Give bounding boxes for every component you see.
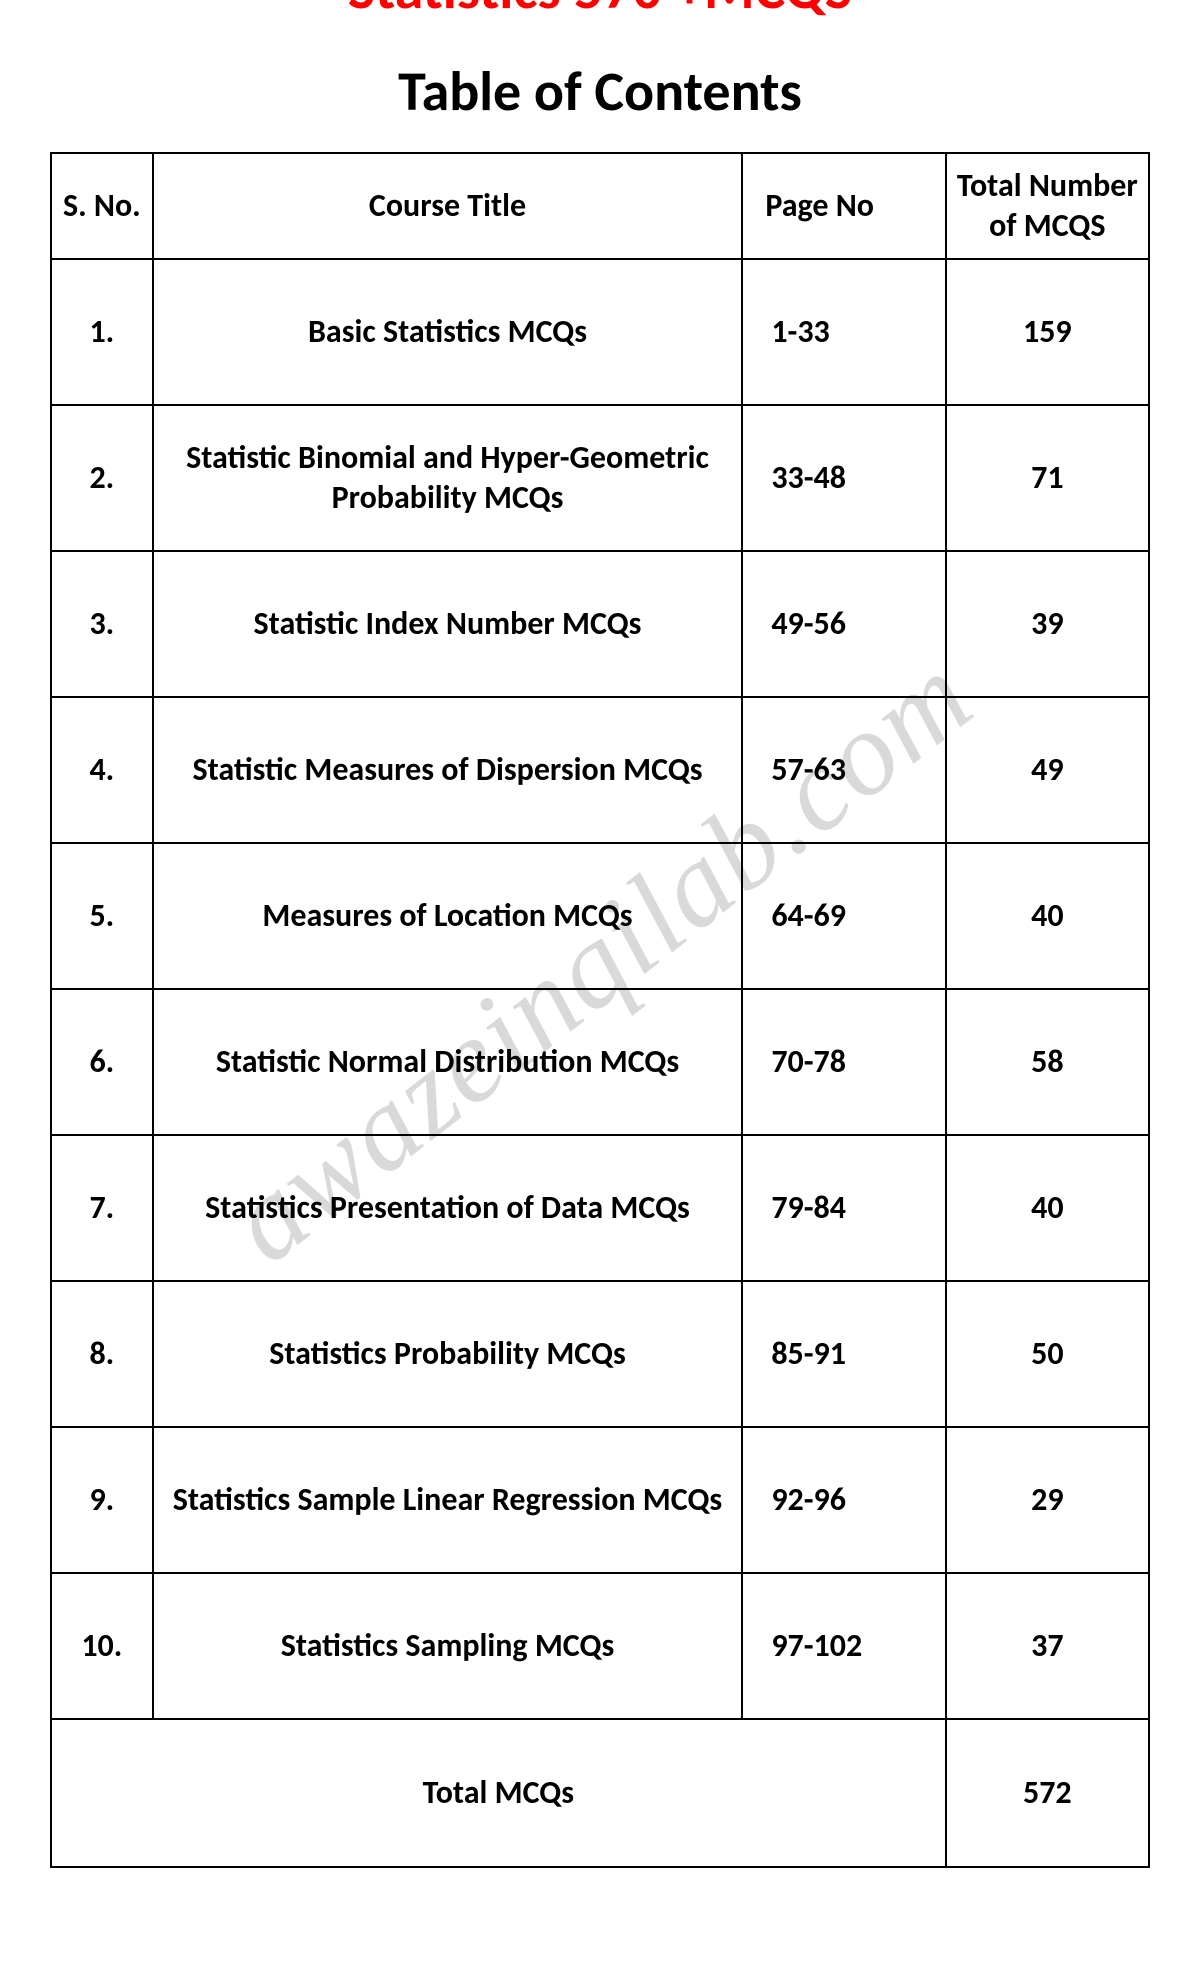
cell-title: Statistic Index Number MCQs [153,551,743,697]
cell-title: Statistic Normal Distribution MCQs [153,989,743,1135]
cell-sno: 8. [51,1281,153,1427]
cell-title: Statistics Sample Linear Regression MCQs [153,1427,743,1573]
table-row: 6. Statistic Normal Distribution MCQs 70… [51,989,1149,1135]
cell-sno: 9. [51,1427,153,1573]
table-row: 5. Measures of Location MCQs 64-69 40 [51,843,1149,989]
cell-sno: 6. [51,989,153,1135]
cell-title: Statistic Measures of Dispersion MCQs [153,697,743,843]
partial-header-text: Statistics 570 +MCQS [50,0,1150,18]
cell-mcqs: 39 [946,551,1149,697]
cell-sno: 10. [51,1573,153,1719]
cell-sno: 1. [51,259,153,405]
cell-mcqs: 159 [946,259,1149,405]
cell-sno: 2. [51,405,153,551]
cell-mcqs: 50 [946,1281,1149,1427]
cell-mcqs: 40 [946,1135,1149,1281]
total-label: Total MCQs [51,1719,946,1867]
cell-mcqs: 71 [946,405,1149,551]
table-row: 9. Statistics Sample Linear Regression M… [51,1427,1149,1573]
col-header-sno: S. No. [51,153,153,259]
col-header-title: Course Title [153,153,743,259]
table-row: 8. Statistics Probability MCQs 85-91 50 [51,1281,1149,1427]
cell-page: 70-78 [742,989,945,1135]
partial-header: Statistics 570 +MCQS [50,0,1150,30]
total-value: 572 [946,1719,1149,1867]
cell-sno: 4. [51,697,153,843]
contents-table: S. No. Course Title Page No Total Number… [50,152,1150,1868]
cell-title: Measures of Location MCQs [153,843,743,989]
cell-title: Statistic Binomial and Hyper-Geometric P… [153,405,743,551]
cell-page: 92-96 [742,1427,945,1573]
table-row: 10. Statistics Sampling MCQs 97-102 37 [51,1573,1149,1719]
cell-page: 64-69 [742,843,945,989]
cell-sno: 3. [51,551,153,697]
document-page: awazeinqilab.com Statistics 570 +MCQS Ta… [0,0,1200,1928]
table-row: 4. Statistic Measures of Dispersion MCQs… [51,697,1149,843]
cell-mcqs: 49 [946,697,1149,843]
page-title: Table of Contents [50,58,1150,126]
cell-page: 1-33 [742,259,945,405]
cell-sno: 5. [51,843,153,989]
table-header-row: S. No. Course Title Page No Total Number… [51,153,1149,259]
cell-page: 85-91 [742,1281,945,1427]
cell-page: 33-48 [742,405,945,551]
col-header-mcqs: Total Number of MCQS [946,153,1149,259]
cell-mcqs: 40 [946,843,1149,989]
cell-mcqs: 58 [946,989,1149,1135]
cell-page: 57-63 [742,697,945,843]
table-total-row: Total MCQs 572 [51,1719,1149,1867]
cell-page: 79-84 [742,1135,945,1281]
cell-page: 97-102 [742,1573,945,1719]
cell-sno: 7. [51,1135,153,1281]
cell-mcqs: 37 [946,1573,1149,1719]
cell-page: 49-56 [742,551,945,697]
table-row: 2. Statistic Binomial and Hyper-Geometri… [51,405,1149,551]
table-body: 1. Basic Statistics MCQs 1-33 159 2. Sta… [51,259,1149,1867]
cell-mcqs: 29 [946,1427,1149,1573]
cell-title: Basic Statistics MCQs [153,259,743,405]
table-row: 3. Statistic Index Number MCQs 49-56 39 [51,551,1149,697]
cell-title: Statistics Presentation of Data MCQs [153,1135,743,1281]
cell-title: Statistics Probability MCQs [153,1281,743,1427]
table-row: 7. Statistics Presentation of Data MCQs … [51,1135,1149,1281]
col-header-page: Page No [742,153,945,259]
cell-title: Statistics Sampling MCQs [153,1573,743,1719]
table-row: 1. Basic Statistics MCQs 1-33 159 [51,259,1149,405]
